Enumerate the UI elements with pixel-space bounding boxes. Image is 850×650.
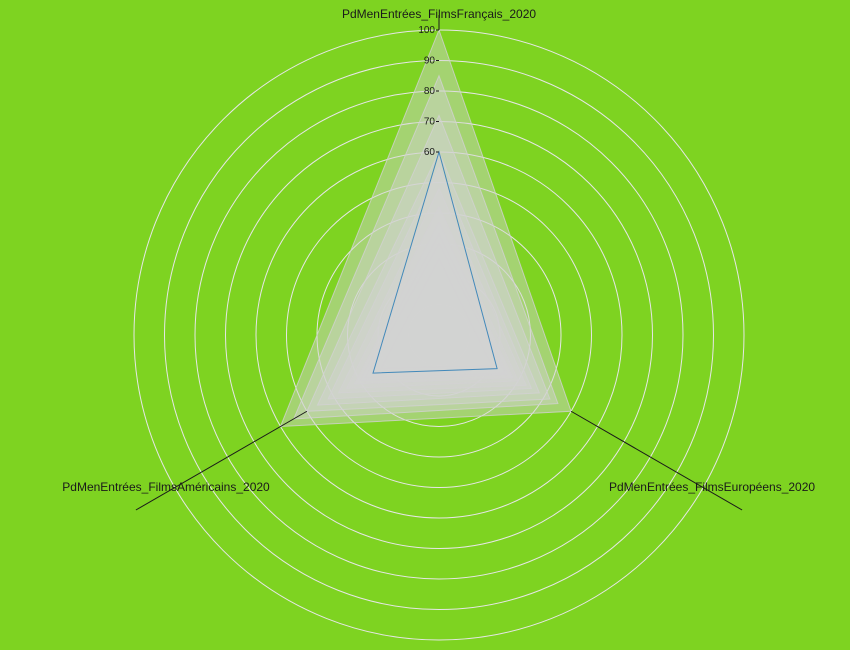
axis-label-films-americains: PdMenEntrées_FilmsAméricains_2020 xyxy=(62,480,270,494)
tick-label-90: 90 xyxy=(424,56,436,67)
series-layer xyxy=(279,28,572,428)
axis-lines xyxy=(135,15,743,511)
series-polygon-10 xyxy=(364,242,506,379)
series-polygon-7 xyxy=(345,205,519,389)
series-polygon-5 xyxy=(327,166,533,400)
tick-label-100: 100 xyxy=(418,25,435,36)
axis-label-films-europeens: PdMenEntrées_FilmsEuropéens_2020 xyxy=(609,480,815,494)
axis-line-3 xyxy=(135,410,308,511)
grid-circle-50 xyxy=(286,182,592,488)
series-polygon-6 xyxy=(337,187,527,394)
radial-tick-labels: 60 70 80 90 100 xyxy=(418,25,439,158)
tick-label-60: 60 xyxy=(424,147,436,158)
series-polygon-12 xyxy=(380,257,493,370)
grid-circle-20 xyxy=(377,273,501,397)
tick-label-70: 70 xyxy=(424,117,436,128)
series-polygon-11 xyxy=(372,150,498,374)
series-polygon-1 xyxy=(279,28,572,428)
series-polygon-9 xyxy=(358,233,509,382)
axis-line-2 xyxy=(570,410,743,511)
axis-label-films-francais: PdMenEntrées_FilmsFrançais_2020 xyxy=(342,7,536,21)
tick-label-80: 80 xyxy=(424,86,436,97)
grid-circle-10 xyxy=(408,304,470,366)
